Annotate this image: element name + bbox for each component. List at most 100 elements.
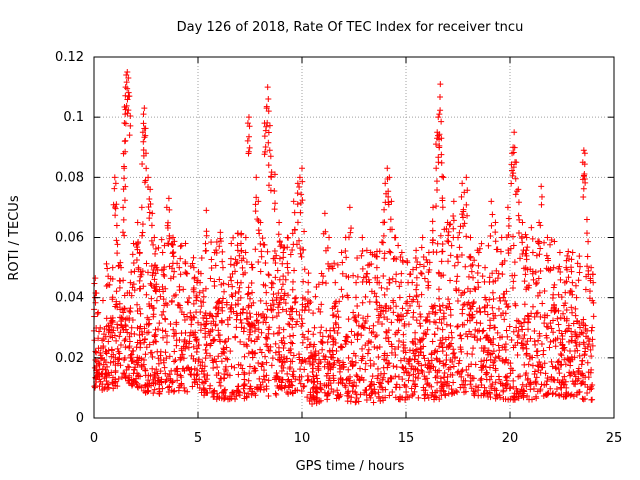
band-data-point: [511, 396, 518, 403]
band-data-point: [370, 360, 377, 367]
band-data-point: [293, 241, 300, 248]
band-data-point: [543, 252, 550, 259]
data-point-cluster: [114, 241, 121, 248]
band-data-point: [286, 365, 293, 372]
band-data-point: [175, 384, 182, 391]
data-point: [255, 198, 262, 205]
band-data-point: [114, 324, 121, 331]
band-data-point: [471, 285, 478, 292]
band-data-point: [374, 306, 381, 313]
band-data-point: [430, 363, 437, 370]
band-data-point: [131, 366, 138, 373]
band-data-point: [402, 349, 409, 356]
band-data-point: [349, 358, 356, 365]
band-data-point: [371, 343, 378, 350]
data-point-cluster: [284, 264, 291, 271]
band-data-point: [345, 354, 352, 361]
band-data-point: [548, 325, 555, 332]
band-data-point: [454, 389, 461, 396]
data-point-cluster: [425, 269, 432, 276]
data-point: [266, 147, 273, 154]
band-data-point: [234, 242, 241, 249]
band-data-point: [220, 348, 227, 355]
data-point: [136, 249, 143, 256]
data-point-cluster: [325, 265, 332, 272]
band-data-point: [578, 380, 585, 387]
band-data-point: [217, 238, 224, 245]
band-data-point: [193, 337, 200, 344]
band-data-point: [194, 371, 201, 378]
band-data-point: [392, 373, 399, 380]
band-data-point: [207, 382, 214, 389]
band-data-point: [526, 396, 533, 403]
band-data-point: [557, 351, 564, 358]
band-data-point: [580, 396, 587, 403]
band-data-point: [116, 350, 123, 357]
data-point-cluster: [289, 230, 296, 237]
band-data-point: [112, 379, 119, 386]
band-data-point: [280, 245, 287, 252]
band-data-point: [389, 388, 396, 395]
data-point-cluster: [434, 186, 441, 193]
data-point: [311, 324, 318, 331]
data-point-cluster: [291, 209, 298, 216]
band-data-point: [289, 390, 296, 397]
band-data-point: [424, 314, 431, 321]
band-data-point: [144, 314, 151, 321]
band-data-point: [555, 321, 562, 328]
band-data-point: [457, 344, 464, 351]
band-data-point: [521, 361, 528, 368]
band-data-point: [448, 340, 455, 347]
band-data-point: [259, 310, 266, 317]
band-data-point: [439, 302, 446, 309]
band-data-point: [105, 384, 112, 391]
band-data-point: [319, 339, 326, 346]
data-point-cluster: [489, 211, 496, 218]
band-data-point: [301, 334, 308, 341]
band-data-point: [496, 334, 503, 341]
band-data-point: [417, 323, 424, 330]
data-point-cluster: [196, 289, 203, 296]
band-data-point: [282, 300, 289, 307]
band-data-point: [500, 396, 507, 403]
band-data-point: [432, 319, 439, 326]
band-data-point: [478, 358, 485, 365]
band-data-point: [577, 324, 584, 331]
band-data-point: [327, 366, 334, 373]
band-data-point: [305, 270, 312, 277]
band-data-point: [323, 382, 330, 389]
data-point-cluster: [296, 183, 303, 190]
band-data-point: [327, 354, 334, 361]
data-point: [176, 264, 183, 271]
band-data-point: [327, 380, 334, 387]
data-point-cluster: [124, 110, 131, 117]
band-data-point: [208, 256, 215, 263]
data-point-cluster: [102, 366, 109, 373]
band-data-point: [589, 271, 596, 278]
band-data-point: [447, 322, 454, 329]
band-data-point: [411, 356, 418, 363]
band-data-point: [200, 380, 207, 387]
band-data-point: [470, 345, 477, 352]
band-data-point: [406, 293, 413, 300]
band-data-point: [426, 360, 433, 367]
band-data-point: [287, 251, 294, 258]
band-data-point: [445, 344, 452, 351]
data-point: [386, 174, 393, 181]
band-data-point: [534, 352, 541, 359]
band-data-point: [184, 298, 191, 305]
data-point: [405, 279, 412, 286]
band-data-point: [467, 288, 474, 295]
band-data-point: [540, 392, 547, 399]
band-data-point: [189, 383, 196, 390]
data-point-cluster: [435, 154, 442, 161]
data-point-cluster: [284, 244, 291, 251]
band-data-point: [436, 295, 443, 302]
data-point-cluster: [244, 137, 251, 144]
data-point-cluster: [176, 287, 183, 294]
band-data-point: [116, 314, 123, 321]
data-point-cluster: [557, 276, 564, 283]
band-data-point: [538, 364, 545, 371]
data-point-cluster: [300, 247, 307, 254]
band-data-point: [143, 321, 150, 328]
